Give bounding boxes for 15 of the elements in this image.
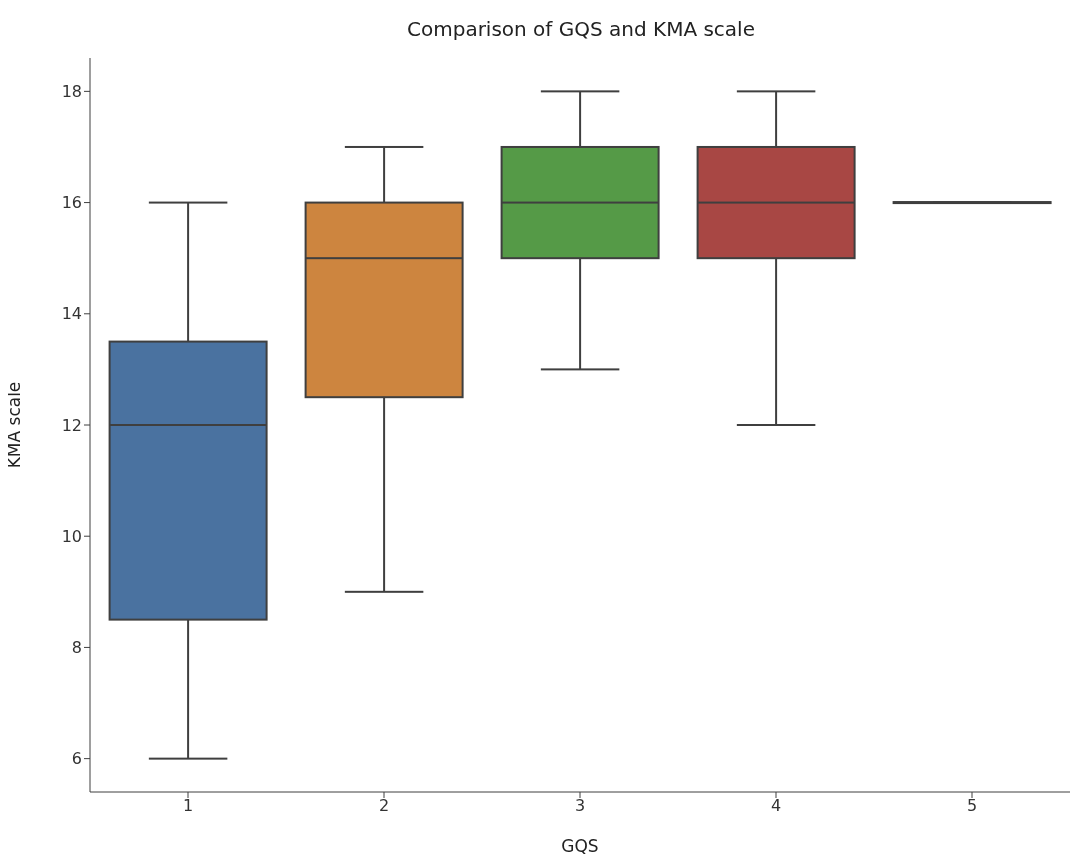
- y-axis-title: KMA scale: [4, 381, 25, 469]
- y-tick-label: 10: [61, 526, 82, 546]
- y-tick-label: 14: [61, 304, 82, 324]
- x-tick-label: 5: [966, 796, 978, 816]
- x-tick-label: 1: [182, 796, 194, 816]
- y-tick-label: 6: [71, 749, 82, 769]
- x-axis-title: GQS: [561, 836, 599, 856]
- y-tick-label: 18: [61, 82, 82, 102]
- x-tick-label: 3: [574, 796, 586, 816]
- y-tick-label: 12: [61, 415, 82, 435]
- y-tick-label: 16: [61, 193, 82, 213]
- x-tick-label: 2: [378, 796, 390, 816]
- x-tick-label: 4: [770, 796, 782, 816]
- y-tick-label: 8: [71, 638, 82, 658]
- chart-title: Comparison of GQS and KMA scale: [406, 16, 756, 43]
